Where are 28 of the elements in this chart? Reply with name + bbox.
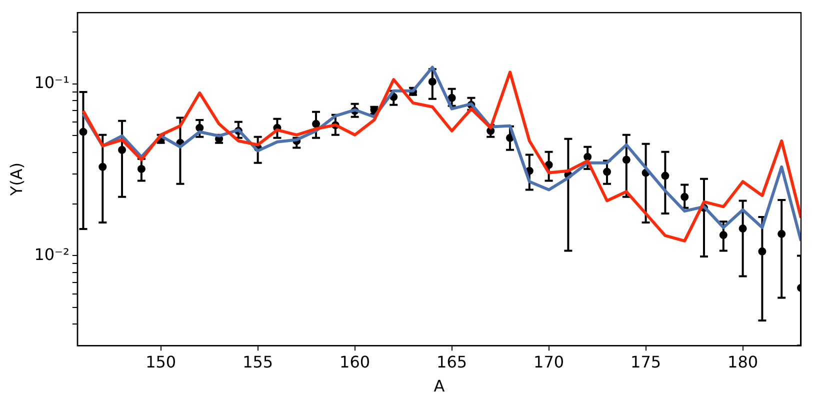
- point: [719, 231, 728, 240]
- y-axis-title: Y(A): [6, 162, 26, 197]
- x-tick-label: 150: [146, 352, 176, 372]
- x-tick-label: 155: [242, 352, 274, 372]
- x-tick-label: 170: [534, 352, 564, 372]
- point: [428, 78, 436, 86]
- point: [79, 128, 88, 136]
- point: [98, 162, 107, 171]
- point: [118, 146, 126, 154]
- x-tick-label: 165: [436, 352, 468, 372]
- point: [738, 224, 747, 233]
- point: [661, 172, 670, 180]
- x-tick-label: 180: [728, 352, 758, 372]
- x-axis-title: A: [434, 376, 445, 396]
- point: [622, 156, 630, 164]
- point: [778, 230, 786, 238]
- point: [584, 152, 592, 161]
- x-tick-label: 160: [340, 352, 370, 372]
- y-tick-label: 10⁻¹: [34, 73, 70, 92]
- point: [758, 247, 766, 256]
- point: [137, 164, 146, 173]
- y-tick-label: 10⁻²: [34, 244, 70, 264]
- point: [680, 192, 689, 201]
- point: [196, 124, 204, 132]
- point: [448, 94, 456, 102]
- point: [312, 120, 320, 128]
- x-tick-label: 175: [630, 352, 662, 372]
- point: [603, 168, 612, 176]
